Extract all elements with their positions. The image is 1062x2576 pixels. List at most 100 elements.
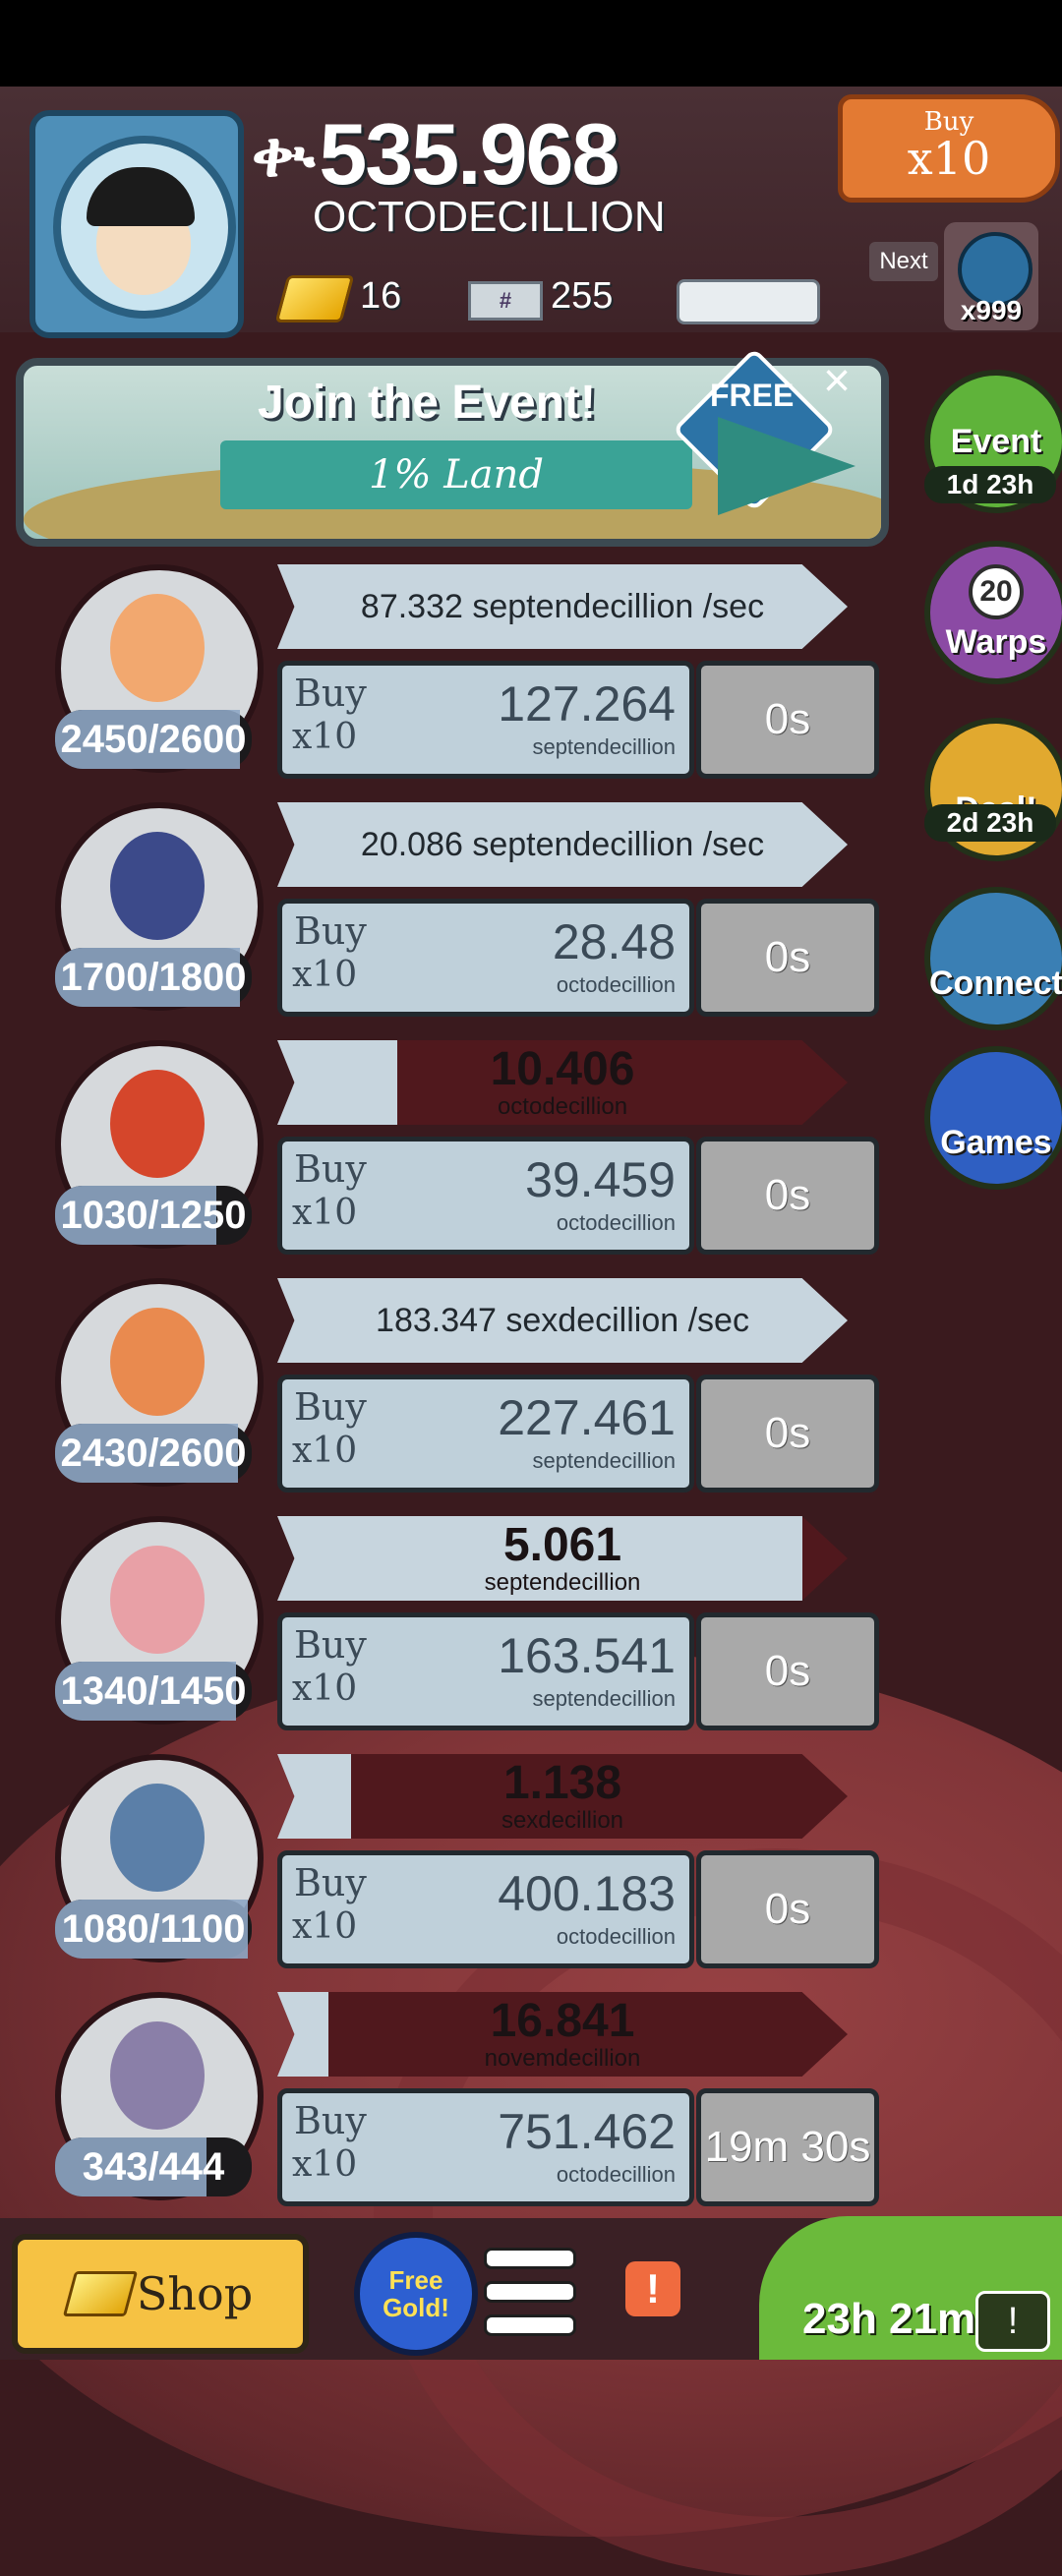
- buy-cost: 400.183: [498, 1866, 676, 1921]
- progress-value: 5.061 septendecillion: [277, 1516, 848, 1601]
- buy-label: Buy: [294, 672, 367, 715]
- unit-icon: [110, 1070, 205, 1178]
- money-value: 535.968: [319, 105, 620, 203]
- buy-button[interactable]: Buy x10 39.459 octodecillion: [277, 1137, 694, 1255]
- ticket-icon: #: [468, 281, 543, 321]
- buy-cost: 28.48: [552, 914, 676, 969]
- unit-count-text: 2430/2600: [60, 1432, 247, 1475]
- manager-row: 1080/1100 1.138 sexdecillion Buy x10 400…: [0, 1754, 885, 1974]
- buy-multiplier-top-label: Buy: [923, 107, 974, 137]
- manager-row: 1700/1800 20.086 septendecillion /sec Bu…: [0, 802, 885, 1023]
- ticket-count: 255: [551, 275, 614, 317]
- time-button[interactable]: 0s: [696, 899, 879, 1017]
- buy-button[interactable]: Buy x10 751.462 octodecillion: [277, 2088, 694, 2206]
- unit-count-progress: [55, 2137, 206, 2196]
- buy-multiplier: x10: [292, 2144, 358, 2185]
- progress-value-number: 10.406: [490, 1043, 635, 1095]
- unit-count-text: 1340/1450: [60, 1669, 247, 1713]
- progress-bar: 10.406 octodecillion: [277, 1040, 867, 1125]
- next-unlock-count: x999: [960, 295, 1023, 325]
- next-unlock[interactable]: x999: [944, 222, 1038, 330]
- tv-icon[interactable]: !: [975, 2291, 1050, 2352]
- shop-button[interactable]: Shop: [12, 2234, 309, 2354]
- connect-button[interactable]: Connect: [924, 887, 1062, 1030]
- buy-cost-unit: septendecillion: [532, 1448, 676, 1473]
- unit-count: 1340/1450: [55, 1662, 252, 1721]
- mega-ticket-icon[interactable]: [677, 279, 820, 324]
- event-subtitle: 1% Land: [220, 440, 692, 509]
- manager-row: 343/444 16.841 novemdecillion Buy x10 75…: [0, 1992, 885, 2212]
- manager-row: 2430/2600 183.347 sexdecillion /sec Buy …: [0, 1278, 885, 1498]
- gold-icon: [274, 275, 355, 322]
- unit-count-progress: [55, 1662, 236, 1721]
- unit-icon: [110, 1546, 205, 1654]
- buy-label: Buy: [294, 1623, 367, 1667]
- money-unit: OCTODECILLION: [313, 193, 666, 241]
- time-button[interactable]: 0s: [696, 1375, 879, 1493]
- time-button[interactable]: 0s: [696, 1612, 879, 1730]
- progress-bar-bg: [277, 1992, 848, 2077]
- warps-button[interactable]: 20 Warps: [924, 541, 1062, 684]
- rate-bar-bg: [277, 802, 848, 887]
- time-button[interactable]: 0s: [696, 661, 879, 779]
- unit-count-progress: [55, 948, 240, 1007]
- progress-bar-fill: [277, 1040, 397, 1125]
- buy-cost-unit: septendecillion: [532, 1686, 676, 1711]
- next-label: Next: [869, 242, 938, 281]
- games-button-label: Games: [940, 1123, 1052, 1161]
- rate-text: 87.332 septendecillion /sec: [360, 587, 765, 625]
- rate-bar-bg: [277, 1278, 848, 1363]
- buy-button[interactable]: Buy x10 28.48 octodecillion: [277, 899, 694, 1017]
- money-display: ቊ 535.968: [252, 105, 620, 203]
- manager-row: 1030/1250 10.406 octodecillion Buy x10 3…: [0, 1040, 885, 1260]
- buy-cost-unit: octodecillion: [556, 972, 676, 997]
- buy-multiplier: x10: [292, 1431, 358, 1471]
- manager-row: 1340/1450 5.061 septendecillion Buy x10 …: [0, 1516, 885, 1736]
- time-button[interactable]: 0s: [696, 1137, 879, 1255]
- progress-value-unit: novemdecillion: [484, 2045, 641, 2072]
- event-title: Join the Event!: [257, 377, 597, 429]
- unit-count-text: 1030/1250: [60, 1194, 247, 1237]
- progress-value-number: 5.061: [502, 1519, 622, 1571]
- unit-count-progress: [55, 710, 240, 769]
- games-button[interactable]: Games: [924, 1046, 1062, 1190]
- buy-multiplier: x10: [292, 1906, 358, 1947]
- unit-count-progress: [55, 1424, 238, 1483]
- buy-cost: 39.459: [525, 1152, 676, 1207]
- next-unlock-icon: [958, 232, 1032, 307]
- unit-count-text: 1080/1100: [61, 1907, 246, 1951]
- buy-label: Buy: [294, 1861, 367, 1904]
- buy-multiplier-button[interactable]: Buy x10: [838, 94, 1060, 203]
- shop-label: Shop: [136, 2267, 254, 2320]
- alert-icon[interactable]: !: [625, 2261, 680, 2316]
- buy-multiplier: x10: [292, 1193, 358, 1233]
- progress-bar: 16.841 novemdecillion: [277, 1992, 867, 2077]
- currency-icon: ቊ: [252, 118, 316, 190]
- buy-button[interactable]: Buy x10 227.461 septendecillion: [277, 1375, 694, 1493]
- unit-icon: [110, 594, 205, 702]
- buy-button[interactable]: Buy x10 127.264 septendecillion: [277, 661, 694, 779]
- menu-icon[interactable]: [484, 2248, 576, 2336]
- gold-count: 16: [360, 275, 402, 317]
- status-bar: [0, 0, 1062, 87]
- unit-count-text: 343/444: [82, 2145, 225, 2189]
- buy-cost-unit: septendecillion: [532, 734, 676, 759]
- gold-gem-icon: [62, 2271, 139, 2316]
- event-close-button[interactable]: ×: [822, 355, 852, 407]
- connect-button-label: Connect: [929, 964, 1062, 1002]
- time-button[interactable]: 19m 30s: [696, 2088, 879, 2206]
- unit-count: 2430/2600: [55, 1424, 252, 1483]
- rate-text: 183.347 sexdecillion /sec: [376, 1301, 749, 1339]
- progress-value: 16.841 novemdecillion: [277, 1992, 848, 2077]
- progress-bar-bg: [277, 1754, 848, 1839]
- buy-cost: 227.461: [498, 1390, 676, 1445]
- buy-multiplier-bottom-label: x10: [907, 132, 991, 185]
- warps-button-label: Warps: [945, 622, 1047, 661]
- manager-row: 2450/2600 87.332 septendecillion /sec Bu…: [0, 564, 885, 785]
- free-gold-button[interactable]: Free Gold!: [354, 2232, 478, 2356]
- buy-label: Buy: [294, 909, 367, 953]
- time-button[interactable]: 0s: [696, 1850, 879, 1968]
- player-avatar[interactable]: [30, 110, 244, 338]
- buy-button[interactable]: Buy x10 400.183 octodecillion: [277, 1850, 694, 1968]
- buy-button[interactable]: Buy x10 163.541 septendecillion: [277, 1612, 694, 1730]
